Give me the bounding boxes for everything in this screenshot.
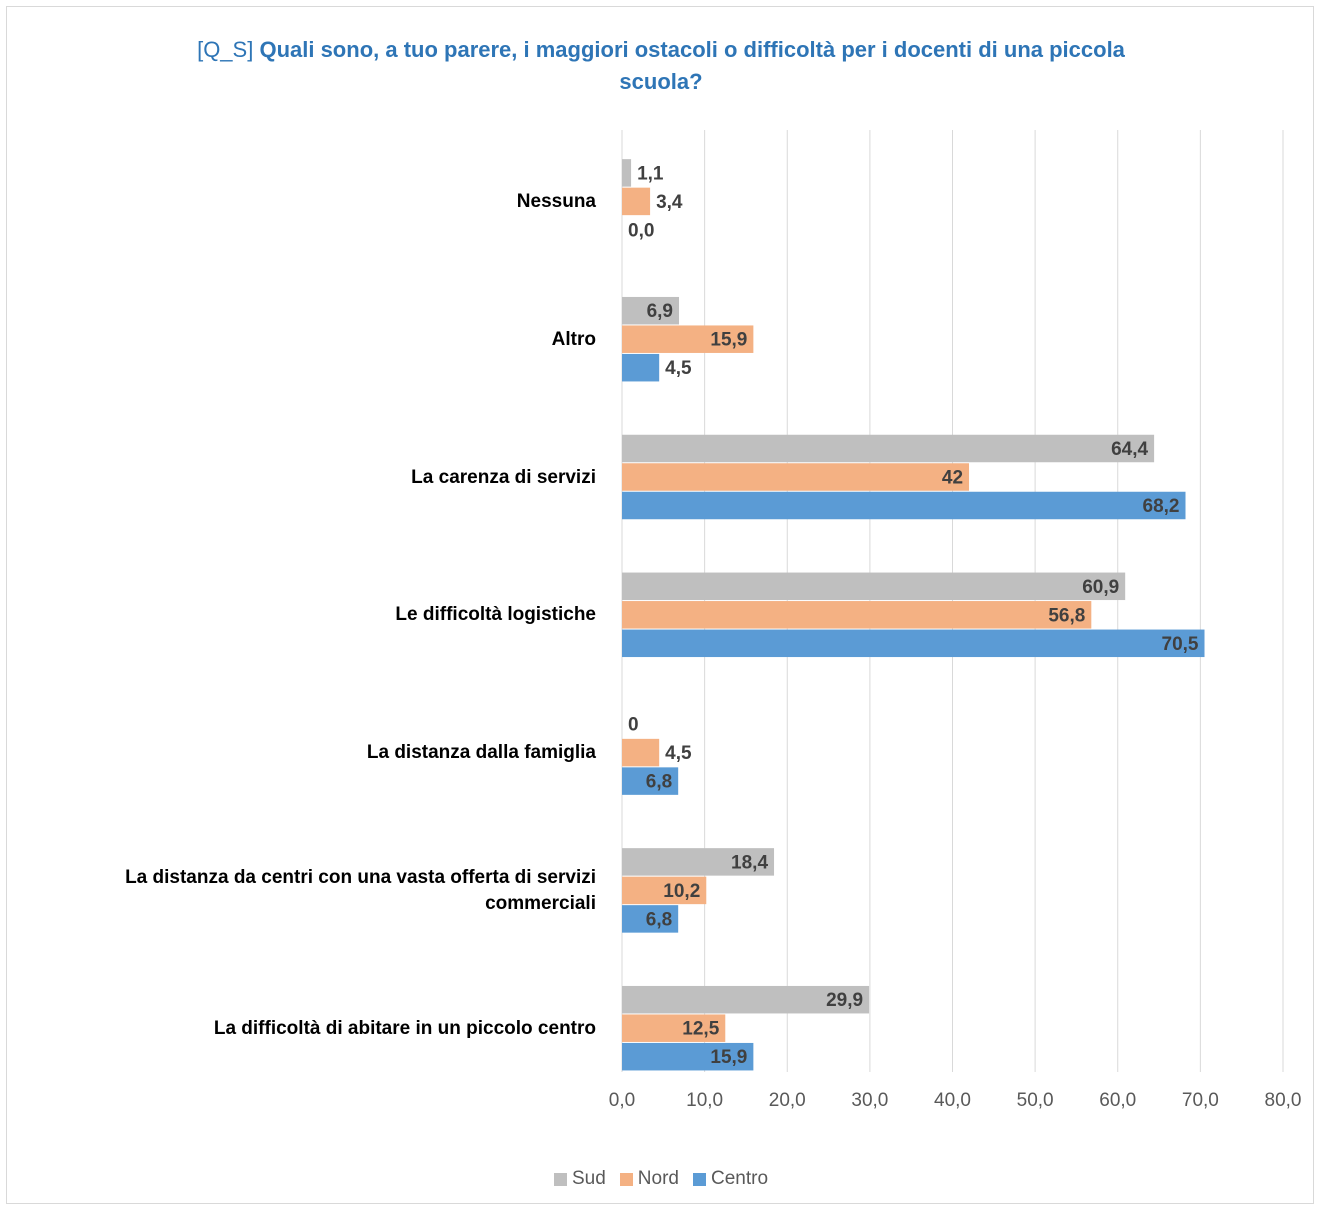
data-label: 15,9	[710, 1047, 747, 1068]
bar	[622, 296, 680, 325]
bar	[622, 985, 870, 1014]
data-label: 10,2	[663, 881, 700, 902]
data-label: 0,0	[628, 220, 654, 241]
data-label: 1,1	[637, 163, 664, 184]
bar	[622, 1014, 726, 1042]
x-tick-label: 70,0	[1182, 1090, 1219, 1111]
bar	[622, 572, 1126, 601]
data-label: 70,5	[1162, 634, 1199, 655]
data-label: 68,2	[1143, 496, 1180, 517]
category-label: La distanza da centri con una vasta offe…	[125, 866, 596, 914]
chart-title: [Q_S] Quali sono, a tuo parere, i maggio…	[161, 34, 1161, 98]
data-label: 29,9	[826, 990, 863, 1011]
bar	[622, 325, 754, 353]
category-label: La distanza dalla famiglia	[366, 742, 596, 764]
x-tick-label: 30,0	[851, 1090, 888, 1111]
bar	[622, 767, 679, 795]
category-label: Nessuna	[516, 190, 596, 212]
bar	[622, 187, 651, 216]
category-label: Altro	[551, 328, 596, 350]
bar	[622, 353, 660, 382]
x-tick-label: 60,0	[1099, 1090, 1136, 1111]
legend-label: Sud	[571, 1168, 606, 1189]
data-label: 4,5	[665, 743, 692, 764]
title-tag: [Q_S]	[197, 37, 254, 62]
bar	[622, 876, 707, 905]
legend: Sud Nord Centro	[0, 1168, 1322, 1190]
bar	[622, 601, 1092, 629]
legend-label: Centro	[710, 1168, 769, 1189]
bar	[622, 905, 679, 933]
bar	[622, 463, 970, 491]
data-label: 6,8	[646, 909, 672, 930]
data-label: 15,9	[710, 330, 747, 351]
legend-swatch	[553, 1172, 567, 1186]
data-label: 60,9	[1082, 577, 1119, 598]
legend-label: Nord	[637, 1168, 679, 1189]
title-text: Quali sono, a tuo parere, i maggiori ost…	[259, 37, 1125, 94]
chart-frame	[6, 6, 1314, 1204]
data-label: 4,5	[665, 358, 692, 379]
legend-item: Centro	[692, 1168, 769, 1190]
category-label: Le difficoltà logistiche	[395, 604, 596, 626]
data-label: 64,4	[1111, 439, 1148, 460]
x-tick-label: 10,0	[686, 1090, 723, 1111]
legend-item: Sud	[553, 1168, 606, 1190]
data-label: 12,5	[682, 1019, 719, 1040]
data-label: 56,8	[1048, 605, 1085, 626]
x-tick-label: 40,0	[934, 1090, 971, 1111]
data-label: 3,4	[656, 192, 683, 213]
data-label: 0	[628, 715, 639, 736]
bar	[622, 434, 1155, 463]
data-label: 6,8	[646, 772, 672, 793]
data-label: 42	[942, 468, 963, 489]
category-label: La carenza di servizi	[411, 466, 596, 488]
legend-item: Nord	[619, 1168, 679, 1190]
data-label: 18,4	[731, 852, 768, 873]
bar	[622, 848, 775, 876]
bar	[622, 1042, 754, 1071]
bar	[622, 159, 632, 187]
bar	[622, 738, 660, 767]
category-label: La difficoltà di abitare in un piccolo c…	[213, 1017, 596, 1039]
legend-swatch	[619, 1172, 633, 1186]
x-tick-label: 20,0	[769, 1090, 806, 1111]
bar	[622, 629, 1205, 658]
bar	[622, 491, 1186, 520]
x-tick-label: 0,0	[609, 1090, 635, 1111]
x-tick-label: 80,0	[1265, 1090, 1302, 1111]
data-label: 6,9	[647, 301, 673, 322]
x-tick-label: 50,0	[1017, 1090, 1054, 1111]
legend-swatch	[692, 1172, 706, 1186]
